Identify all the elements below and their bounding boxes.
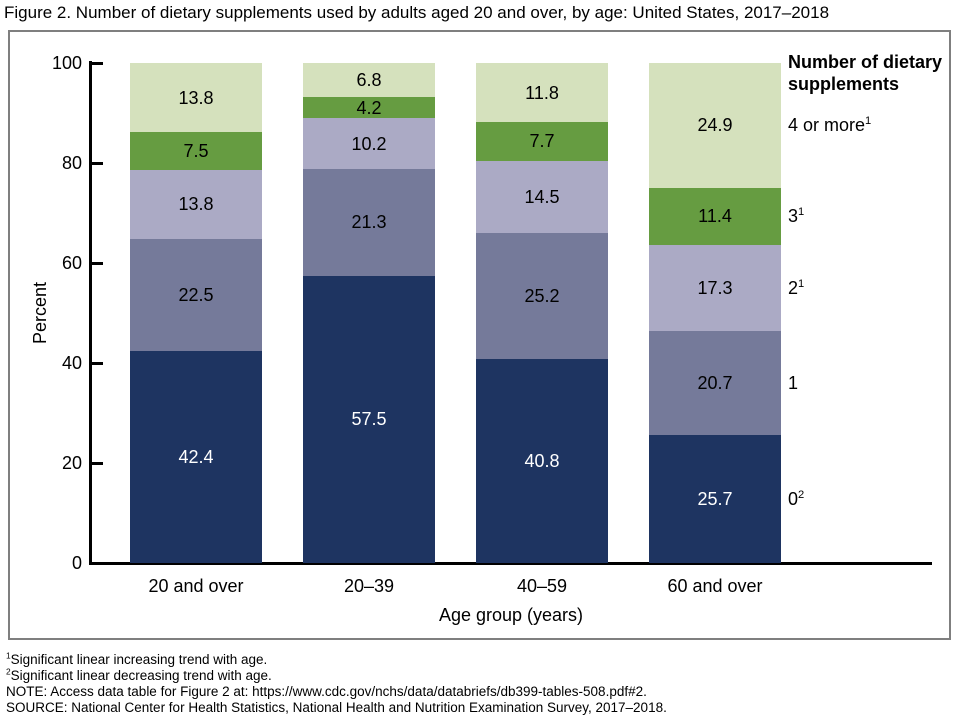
bar-segment [130,169,262,239]
bar-segment [303,275,435,563]
footnote-text: Significant linear increasing trend with… [10,652,268,667]
footnote-line: NOTE: Access data table for Figure 2 at:… [6,684,956,700]
bar-value-label: 21.3 [351,212,387,233]
bar-value-label: 22.5 [178,284,214,305]
bar-segment [649,187,781,245]
bar-segment [303,118,435,169]
x-axis-title: Age group (years) [438,605,584,625]
bar-segment [130,132,262,170]
bar-segment [649,244,781,331]
bar-value-label: 13.8 [178,87,214,108]
x-category-label: 60 and over [667,576,763,596]
bar-segment [303,63,435,97]
bar-segment [649,63,781,188]
bar-value-label: 10.2 [351,133,387,154]
bar-value-label: 25.7 [697,488,733,509]
x-category-label: 40–59 [516,576,568,596]
bar-segment [649,331,781,435]
bar-value-label: 6.8 [356,70,382,90]
bar-value-label: 13.8 [178,194,214,214]
figure-title: Figure 2. Number of dietary supplements … [4,3,830,22]
y-tick-mark [92,461,103,465]
bar-segment [476,160,608,233]
legend-item-label: 0 [788,488,799,509]
legend-footnote-marker: 1 [798,277,805,290]
bar-value-label: 4.2 [356,97,382,118]
y-tick-mark [92,261,103,265]
y-tick-mark [92,361,103,365]
x-category-label: 20–39 [343,576,395,596]
legend-footnote-marker: 1 [798,206,805,218]
footnote-text: Significant linear decreasing trend with… [10,668,272,683]
legend-item-label: 2 [788,277,799,298]
y-tick-label: 0 [71,553,82,573]
bar-segment [303,169,435,276]
bar-value-label: 25.2 [524,286,560,306]
y-tick-label: 80 [61,153,82,173]
legend-item: 4 or more1 [788,114,956,136]
bar-segment [130,238,262,351]
legend-item: 1 [788,372,956,394]
footnote-line: 1Significant linear increasing trend wit… [6,650,956,668]
bar-value-label: 14.5 [524,186,560,207]
bar-value-label: 40.8 [524,451,560,471]
y-tick-label: 40 [61,353,82,373]
y-tick-mark [92,161,103,165]
legend-item-label: 4 or more [788,115,866,136]
bar-value-label: 42.4 [178,447,214,467]
bar-segment [476,122,608,161]
legend-item-label: 3 [788,206,799,226]
y-tick-label: 100 [51,53,82,73]
bar-segment [649,434,781,563]
legend-item: 21 [788,277,956,299]
legend-title: Number of dietary supplements [788,52,943,94]
bar-segment [130,351,262,563]
x-axis-line [89,562,932,565]
legend-item: 02 [788,488,956,510]
legend-item-label: 1 [788,372,799,393]
legend-footnote-marker: 1 [865,115,872,128]
y-tick-label: 60 [61,253,82,273]
bar-value-label: 17.3 [697,277,733,298]
legend-item: 31 [788,205,956,227]
bar-value-label: 7.7 [529,131,555,152]
y-tick-label: 20 [61,453,82,473]
footnote-text: SOURCE: National Center for Health Stati… [6,700,667,715]
y-axis-title: Percent [30,281,50,345]
footnote-text: NOTE: Access data table for Figure 2 at:… [6,684,647,699]
footnote-line: SOURCE: National Center for Health Stati… [6,700,956,716]
bar-segment [476,359,608,563]
bar-segment [303,97,435,118]
bar-value-label: 11.4 [698,206,732,226]
y-axis-line [89,61,92,565]
footnote-line: 2Significant linear decreasing trend wit… [6,666,956,684]
bar-value-label: 24.9 [697,115,733,136]
bar-segment [476,233,608,359]
bar-value-label: 20.7 [697,372,733,393]
y-tick-mark [92,61,103,65]
footnote-marker: 2 [6,666,11,677]
footnote-marker: 1 [6,650,11,661]
bar-segment [476,63,608,122]
x-category-label: 20 and over [148,576,244,596]
bar-value-label: 11.8 [525,82,559,103]
bar-segment [130,63,262,132]
bar-value-label: 57.5 [351,409,387,430]
footnotes: 1Significant linear increasing trend wit… [6,650,956,716]
legend-footnote-marker: 2 [798,488,805,501]
bar-value-label: 7.5 [183,140,209,161]
